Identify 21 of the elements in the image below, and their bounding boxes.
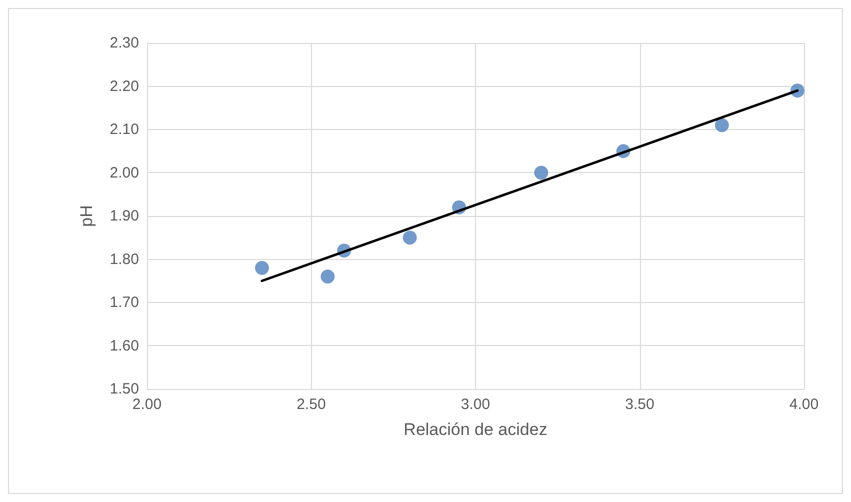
y-tick-label: 2.10 <box>110 121 139 138</box>
y-tick-label: 2.30 <box>110 34 139 52</box>
y-tick-label: 2.00 <box>110 164 139 182</box>
y-tick-label: 1.80 <box>110 250 139 268</box>
y-tick-label: 2.20 <box>110 78 139 95</box>
point <box>714 118 729 132</box>
x-axis-title: Relación de acidez <box>404 420 548 439</box>
y-tick-label: 1.90 <box>110 208 139 224</box>
y-tick-label: 1.60 <box>110 337 139 354</box>
x-tick-label: 2.00 <box>132 396 162 413</box>
y-axis-title: pH <box>77 205 96 227</box>
x-tick-label: 3.50 <box>625 396 654 413</box>
point <box>402 230 417 245</box>
point <box>320 270 335 284</box>
point <box>534 166 548 180</box>
x-tick-label: 2.50 <box>296 396 326 413</box>
point <box>254 260 269 275</box>
y-tick-label: 1.50 <box>110 380 139 398</box>
y-tick-label: 1.70 <box>110 294 139 311</box>
x-tick-label: 4.00 <box>789 396 819 413</box>
x-tick-label: 3.00 <box>460 396 490 413</box>
